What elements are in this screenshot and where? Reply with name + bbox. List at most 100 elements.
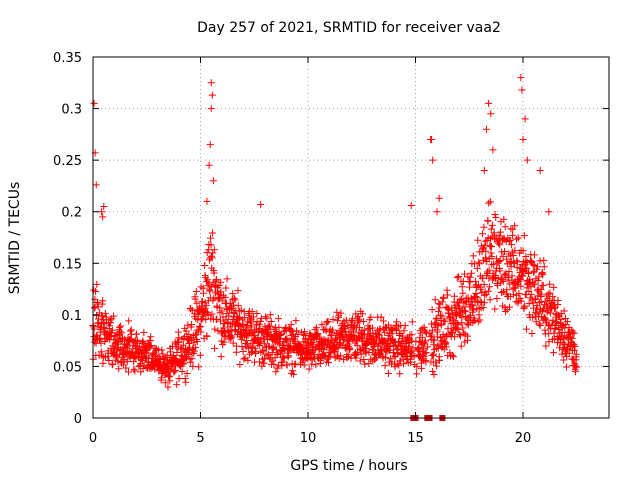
- data-point: [193, 337, 201, 345]
- data-point: [523, 284, 531, 292]
- data-point: [435, 308, 443, 316]
- data-point: [147, 342, 155, 350]
- data-point: [408, 331, 416, 339]
- data-point: [455, 272, 463, 280]
- data-point: [203, 332, 211, 340]
- data-point: [94, 303, 102, 311]
- data-point: [260, 346, 268, 354]
- data-point: [318, 321, 326, 329]
- data-point: [232, 327, 240, 335]
- data-point: [531, 296, 539, 304]
- data-point: [537, 297, 545, 305]
- data-point: [342, 316, 350, 324]
- data-point: [256, 317, 264, 325]
- data-point: [527, 290, 535, 298]
- data-point: [353, 341, 361, 349]
- data-point: [393, 318, 401, 326]
- data-point: [545, 321, 553, 329]
- data-point: [524, 279, 532, 287]
- data-point: [399, 332, 407, 340]
- data-point: [482, 247, 490, 255]
- data-point: [365, 359, 373, 367]
- data-point: [448, 329, 456, 337]
- data-point: [289, 367, 297, 375]
- data-point: [212, 276, 220, 284]
- data-point: [460, 307, 468, 315]
- data-point: [356, 357, 364, 365]
- data-point: [341, 325, 349, 333]
- data-point: [464, 332, 472, 340]
- x-tick-label: 15: [407, 431, 424, 446]
- data-point: [501, 271, 509, 279]
- data-point: [371, 340, 379, 348]
- data-point: [472, 290, 480, 298]
- data-point: [357, 350, 365, 358]
- data-point: [536, 299, 544, 307]
- data-point: [501, 247, 509, 255]
- data-point: [95, 351, 103, 359]
- data-point: [101, 309, 109, 317]
- data-point: [485, 199, 493, 207]
- data-point: [235, 322, 243, 330]
- data-point: [227, 333, 235, 341]
- data-point: [215, 281, 223, 289]
- data-point: [523, 156, 531, 164]
- data-point: [413, 363, 421, 371]
- data-point: [277, 331, 285, 339]
- data-point: [382, 353, 390, 361]
- data-point: [175, 375, 183, 383]
- data-point: [133, 330, 141, 338]
- data-point: [506, 236, 514, 244]
- data-point: [317, 354, 325, 362]
- data-point: [207, 252, 215, 260]
- data-point: [196, 351, 204, 359]
- data-point: [420, 345, 428, 353]
- data-point: [369, 345, 377, 353]
- data-point: [218, 307, 226, 315]
- data-point: [309, 340, 317, 348]
- data-point: [570, 341, 578, 349]
- data-point: [331, 347, 339, 355]
- data-point: [469, 252, 477, 260]
- data-point: [480, 223, 488, 231]
- data-point: [292, 317, 300, 325]
- data-point: [166, 377, 174, 385]
- data-point: [458, 283, 466, 291]
- data-point: [503, 286, 511, 294]
- data-point: [209, 249, 217, 257]
- data-point: [487, 225, 495, 233]
- data-point: [94, 319, 102, 327]
- data-point: [159, 350, 167, 358]
- data-point: [326, 352, 334, 360]
- data-point: [290, 370, 298, 378]
- data-point: [140, 328, 148, 336]
- data-point: [272, 368, 280, 376]
- data-point: [195, 363, 203, 371]
- data-point: [434, 333, 442, 341]
- data-point: [322, 327, 330, 335]
- data-point: [456, 296, 464, 304]
- data-point: [90, 325, 98, 333]
- data-point: [203, 197, 211, 205]
- data-point: [314, 330, 322, 338]
- data-point: [93, 299, 101, 307]
- data-point: [244, 318, 252, 326]
- data-point: [548, 320, 556, 328]
- data-point: [518, 86, 526, 94]
- data-point: [517, 74, 525, 82]
- data-point: [509, 231, 517, 239]
- data-point: [263, 314, 271, 322]
- data-point: [451, 333, 459, 341]
- data-point: [496, 228, 504, 236]
- data-point: [234, 302, 242, 310]
- data-point: [237, 306, 245, 314]
- data-point: [99, 213, 107, 221]
- data-point: [230, 294, 238, 302]
- data-point: [359, 331, 367, 339]
- data-point: [433, 314, 441, 322]
- data-point: [525, 300, 533, 308]
- data-point: [415, 344, 423, 352]
- data-point: [131, 367, 139, 375]
- data-point: [184, 351, 192, 359]
- data-point: [173, 338, 181, 346]
